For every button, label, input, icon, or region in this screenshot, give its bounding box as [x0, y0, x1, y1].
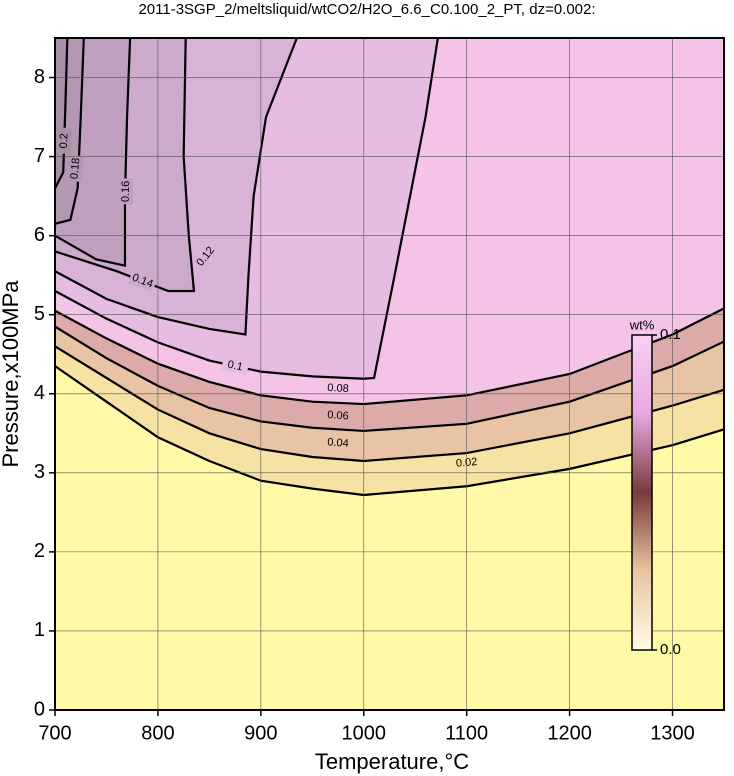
colorbar-label: wt%: [629, 317, 655, 332]
contour-label: 0.04: [327, 436, 349, 450]
y-tick-label: 2: [34, 540, 45, 562]
contour-label-bg: [127, 269, 158, 293]
y-tick-label: 7: [34, 145, 45, 167]
contour-label-bg: [324, 435, 352, 452]
colorbar-tick-label: 0.1: [660, 326, 681, 343]
x-tick-label: 900: [244, 722, 277, 744]
x-tick-label: 1100: [445, 722, 488, 744]
contour-label: 0.1: [226, 359, 243, 374]
contour-label-bg: [118, 178, 134, 205]
contour-line: [55, 38, 132, 268]
x-tick-label: 700: [38, 722, 71, 744]
x-axis-label: Temperature,°C: [315, 749, 469, 774]
contour-line: [55, 38, 439, 380]
y-tick-label: 1: [34, 619, 45, 641]
contour-label-bg: [56, 127, 72, 154]
x-tick-label: 1200: [547, 722, 592, 744]
y-tick-label: 3: [34, 461, 45, 483]
contour-label: 0.06: [327, 409, 349, 422]
contour-line: [55, 307, 724, 406]
x-tick-label: 1300: [650, 722, 695, 744]
colorbar: [631, 334, 653, 651]
y-axis-label: Pressure,x100MPa: [0, 280, 23, 468]
y-tick-label: 8: [34, 66, 45, 88]
x-tick-label: 800: [141, 722, 174, 744]
contour-label-bg: [192, 242, 220, 272]
contour-label: 0.18: [68, 157, 82, 180]
contour-label-bg: [324, 380, 352, 397]
y-tick-label: 0: [34, 698, 45, 720]
chart-title: 2011-3SGP_2/meltsliquid/wtCO2/H2O_6.6_C0…: [138, 1, 595, 18]
contour-line: [55, 325, 724, 433]
contour-label: 0.2: [58, 133, 70, 149]
contour-label-bg: [324, 408, 352, 424]
contour-label-bg: [67, 154, 84, 183]
overlay: 700 800 900 1000 1100 1200 1300 0 1 2 3 4 5 6 7 8 wt% 0.0…: [34, 37, 725, 744]
y-tick-label: 5: [34, 303, 45, 325]
contour-line: [55, 345, 724, 463]
contour-label-bg: [220, 356, 250, 376]
contour-line: [55, 365, 724, 497]
plot-area: 0.020.040.060.080.10.120.140.160.180.2: [55, 38, 724, 710]
x-tick-label: 1000: [342, 722, 387, 744]
contour-line: [55, 38, 85, 225]
contour-label: 0.08: [327, 382, 349, 395]
y-tick-label: 6: [34, 224, 45, 246]
colorbar-tick-label: 0.0: [660, 641, 681, 658]
contour-label: 0.16: [120, 181, 132, 203]
contour-line: [55, 38, 298, 336]
y-tick-label: 4: [34, 382, 45, 404]
plot-frame: [54, 37, 725, 711]
